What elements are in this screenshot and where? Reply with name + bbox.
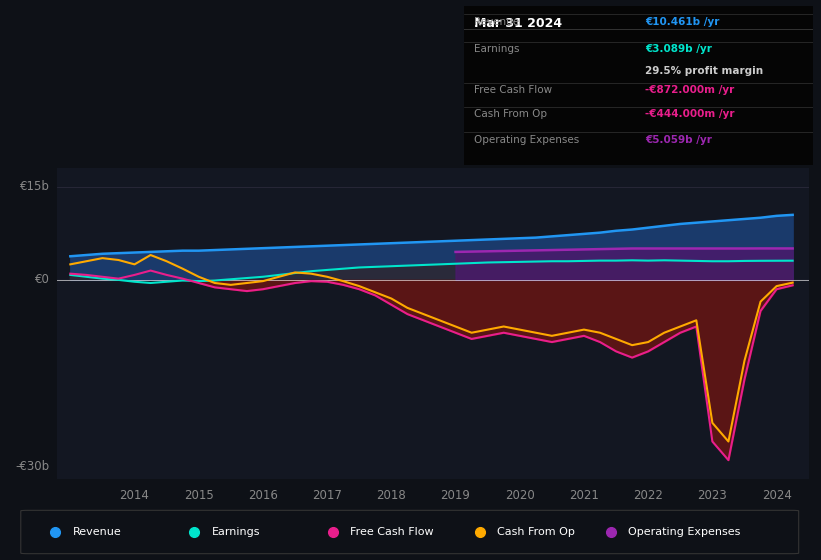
Text: -€30b: -€30b xyxy=(16,460,50,473)
Text: Free Cash Flow: Free Cash Flow xyxy=(475,85,553,95)
Text: -€872.000m /yr: -€872.000m /yr xyxy=(645,85,735,95)
Text: 29.5% profit margin: 29.5% profit margin xyxy=(645,66,764,76)
Text: Mar 31 2024: Mar 31 2024 xyxy=(475,17,562,30)
Text: €15b: €15b xyxy=(20,180,50,193)
Text: Operating Expenses: Operating Expenses xyxy=(628,527,741,537)
Text: Cash From Op: Cash From Op xyxy=(475,109,548,119)
Text: Revenue: Revenue xyxy=(72,527,122,537)
Text: -€444.000m /yr: -€444.000m /yr xyxy=(645,109,735,119)
Text: €10.461b /yr: €10.461b /yr xyxy=(645,17,720,26)
Text: Operating Expenses: Operating Expenses xyxy=(475,134,580,144)
Text: Earnings: Earnings xyxy=(475,44,520,54)
Text: Free Cash Flow: Free Cash Flow xyxy=(351,527,434,537)
Text: Cash From Op: Cash From Op xyxy=(497,527,575,537)
Text: €3.089b /yr: €3.089b /yr xyxy=(645,44,712,54)
Text: Revenue: Revenue xyxy=(475,17,520,26)
Text: Earnings: Earnings xyxy=(211,527,260,537)
Text: €5.059b /yr: €5.059b /yr xyxy=(645,134,712,144)
Text: €0: €0 xyxy=(35,273,50,286)
